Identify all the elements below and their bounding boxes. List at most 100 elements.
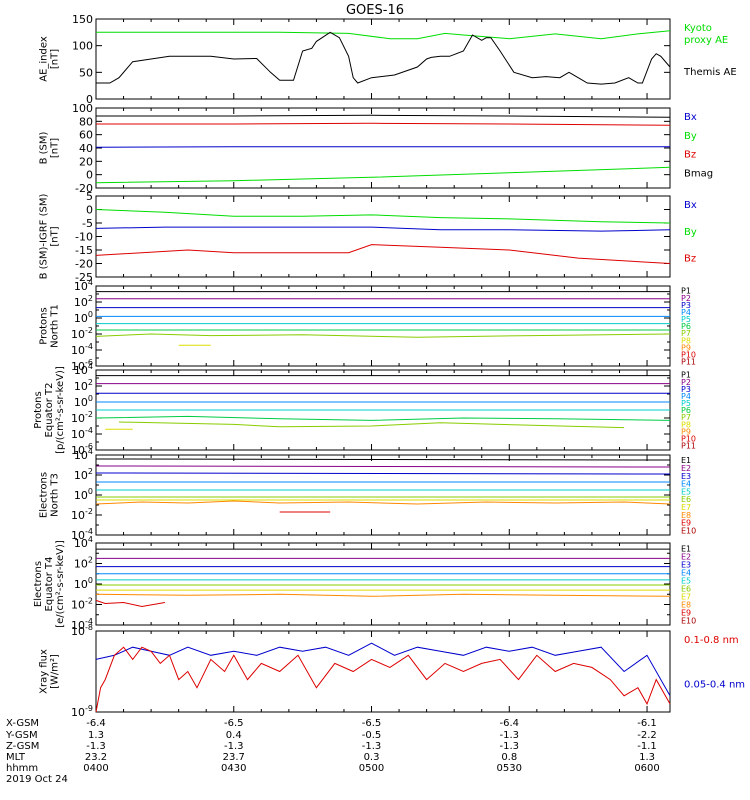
- legend-e2: E2: [681, 464, 691, 473]
- legend-e7: E7: [681, 503, 691, 512]
- y-tick-label: 5: [86, 190, 93, 203]
- legend-e10: E10: [681, 526, 696, 535]
- legend-p6: P6: [681, 322, 691, 331]
- series-p6: [95, 415, 671, 421]
- legend-e1: E1: [681, 456, 691, 465]
- y-tick-label: 60: [79, 129, 93, 142]
- panel-frame: [95, 107, 671, 189]
- y-tick-label: -20: [75, 182, 93, 195]
- legend-e9: E9: [681, 608, 691, 617]
- y-tick-label: 10-4: [71, 426, 93, 441]
- series-p7: [95, 333, 671, 338]
- series-themis: [96, 31, 671, 85]
- timeline-value: -1.3: [362, 741, 382, 752]
- series-e8: [95, 593, 671, 597]
- y-axis-label: Protons: [33, 391, 44, 428]
- chart-title: GOES-16: [346, 3, 404, 18]
- legend-e6: E6: [681, 584, 691, 593]
- y-tick-label: 80: [79, 115, 93, 128]
- legend-p1: P1: [681, 287, 691, 296]
- series-e8: [95, 500, 671, 505]
- y-axis-label: [nT]: [50, 49, 61, 69]
- legend-e3: E3: [681, 472, 691, 481]
- panel-8: 10-9 10-8 Xray flux [W/m²] 0.1-0.8 nm 0.05-0.…: [39, 623, 746, 719]
- legend-bz: Bz: [684, 150, 696, 161]
- y-tick-label: -10: [75, 231, 93, 244]
- y-tick-label: -15: [75, 244, 93, 257]
- y-tick-label: 104: [74, 362, 93, 377]
- y-tick-label: -5: [82, 217, 93, 230]
- timeline-value: -1.3: [86, 741, 106, 752]
- y-tick-label: 100: [74, 576, 93, 591]
- series-e1: [95, 458, 671, 461]
- timeline-axis: X-GSMY-GSMZ-GSMMLThhmm-6.41.3-1.323.2040…: [5, 718, 660, 785]
- timeline-value: 0500: [359, 763, 384, 774]
- timeline-value: -6.5: [224, 718, 244, 729]
- legend-p11: P11: [681, 442, 696, 451]
- timeline-value: 0530: [497, 763, 522, 774]
- y-axis-label: Xray flux: [39, 649, 50, 694]
- y-axis-label: [p/(cm²-s-sr-keV)]: [55, 366, 66, 454]
- y-axis-label: Electrons: [39, 472, 50, 518]
- legend-bz: Bz: [684, 254, 696, 265]
- timeline-value: -6.1: [637, 718, 657, 729]
- series-by: [95, 209, 671, 224]
- y-axis-label: North T3: [50, 473, 61, 517]
- timeline-value: -6.4: [500, 718, 520, 729]
- panel-frame: [95, 195, 671, 278]
- legend-e8: E8: [681, 600, 691, 609]
- timeline-value: -1.3: [500, 741, 520, 752]
- legend-p9: P9: [681, 343, 691, 352]
- y-tick-label: 150: [72, 13, 93, 26]
- y-tick-label: 10-4: [71, 342, 93, 357]
- timeline-value: 0.4: [226, 730, 242, 741]
- series-p7: [118, 421, 625, 429]
- y-axis-label: Protons: [39, 307, 50, 344]
- y-tick-label: 0: [86, 204, 93, 217]
- legend-kyoto-proxy-ae: proxy AE: [684, 35, 728, 46]
- y-tick-label: 10-2: [71, 326, 93, 341]
- legend-e3: E3: [681, 560, 691, 569]
- series-e3: [95, 472, 671, 475]
- timeline-value: 23.2: [85, 752, 107, 763]
- y-axis-label: [W/m²]: [50, 654, 61, 689]
- legend-p5: P5: [681, 399, 691, 408]
- y-tick-label: 20: [79, 155, 93, 168]
- panel-frame: [95, 18, 671, 100]
- series-bx: [95, 146, 670, 148]
- y-axis-label: Equator T2: [44, 383, 55, 438]
- y-axis-label: [nT]: [50, 138, 61, 158]
- timeline-row-label: hhmm: [6, 763, 38, 774]
- series-0-1-0-8-nm: [95, 642, 671, 697]
- timeline-date: 2019 Oct 24: [6, 774, 68, 785]
- y-tick-label: 102: [74, 294, 93, 309]
- y-tick-label: -25: [75, 271, 93, 284]
- series-kyoto: [96, 30, 671, 40]
- legend-by: By: [684, 131, 697, 142]
- y-tick-label: 10-2: [71, 597, 93, 612]
- timeline-row-label: Y-GSM: [5, 730, 38, 741]
- legend-0-05-0-4-nm: 0.05-0.4 nm: [684, 680, 745, 691]
- y-tick-label: 102: [74, 467, 93, 482]
- y-axis-label: B (SM): [39, 131, 50, 164]
- legend-p1: P1: [681, 371, 691, 380]
- y-tick-label: 10-8: [71, 623, 93, 638]
- series-bz: [96, 122, 671, 126]
- legend-p5: P5: [681, 315, 691, 324]
- legend-bx: Bx: [684, 200, 697, 211]
- y-tick-label: 102: [74, 378, 93, 393]
- series-bx: [95, 226, 671, 232]
- timeline-value: -1.3: [224, 741, 244, 752]
- legend-p9: P9: [681, 427, 691, 436]
- legend-p3: P3: [681, 385, 691, 394]
- timeline-value: 1.3: [88, 730, 104, 741]
- series-e2: [95, 465, 671, 468]
- series-bmag: [96, 114, 671, 118]
- panel-frame: [95, 542, 671, 626]
- legend-e9: E9: [681, 519, 691, 528]
- y-tick-label: 100: [74, 487, 93, 502]
- legend-p8: P8: [681, 336, 691, 345]
